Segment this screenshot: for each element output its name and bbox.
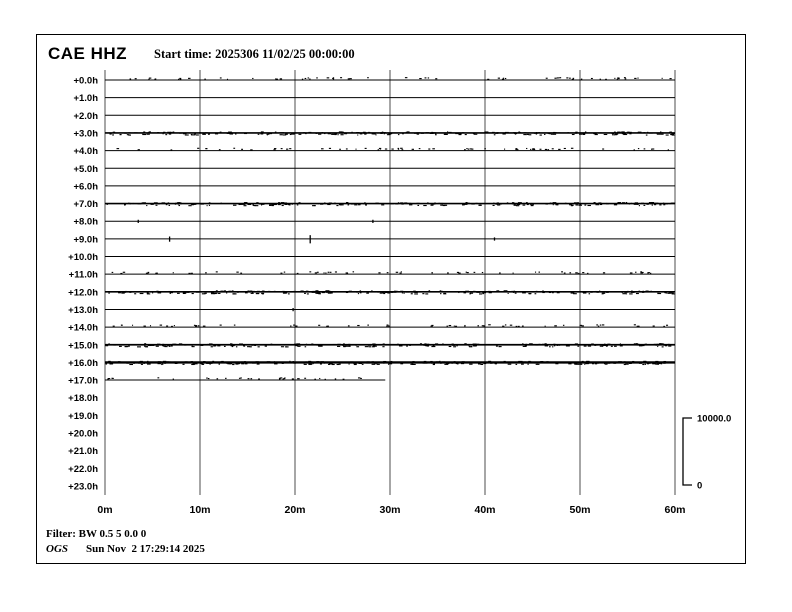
x-tick-label: 50m bbox=[569, 504, 590, 516]
row-label: +13.0h bbox=[68, 305, 98, 316]
row-label: +0.0h bbox=[73, 76, 98, 87]
amplitude-scale-bracket bbox=[682, 417, 692, 486]
station-title: CAE HHZ bbox=[48, 44, 128, 63]
trace-row bbox=[105, 131, 675, 136]
timestamp-label: Sun Nov 2 17:29:14 2025 bbox=[86, 543, 205, 555]
row-label: +23.0h bbox=[68, 481, 98, 492]
row-label: +12.0h bbox=[68, 287, 98, 298]
row-label: +5.0h bbox=[73, 164, 98, 175]
x-tick-label: 20m bbox=[284, 504, 305, 516]
row-label: +11.0h bbox=[69, 270, 99, 281]
row-label: +16.0h bbox=[68, 358, 98, 369]
trace-row bbox=[105, 235, 675, 244]
credit-line: OGS Sun Nov 2 17:29:14 2025 bbox=[46, 543, 205, 555]
trace-row bbox=[105, 324, 675, 328]
x-tick-label: 0m bbox=[97, 504, 112, 516]
row-label: +22.0h bbox=[68, 464, 98, 475]
row-label: +14.0h bbox=[68, 323, 98, 334]
x-tick-label: 30m bbox=[379, 504, 400, 516]
filter-label: Filter: BW 0.5 5 0.0 0 bbox=[46, 528, 147, 540]
x-tick-label: 10m bbox=[189, 504, 210, 516]
trace-row bbox=[105, 290, 676, 295]
trace-row bbox=[105, 219, 675, 223]
trace-row bbox=[105, 201, 676, 207]
x-tick-label: 40m bbox=[474, 504, 495, 516]
row-label: +1.0h bbox=[73, 93, 98, 104]
row-label: +2.0h bbox=[73, 111, 98, 122]
row-label: +15.0h bbox=[68, 340, 98, 351]
row-label: +18.0h bbox=[68, 393, 98, 404]
x-tick-label: 60m bbox=[664, 504, 685, 516]
trace-row bbox=[105, 377, 386, 381]
trace-row bbox=[105, 343, 675, 348]
row-label: +17.0h bbox=[68, 376, 98, 387]
trace-row bbox=[105, 271, 675, 275]
row-label: +20.0h bbox=[68, 429, 98, 440]
row-label: +10.0h bbox=[68, 252, 98, 263]
row-label: +19.0h bbox=[68, 411, 98, 422]
trace-row bbox=[105, 308, 675, 312]
trace-row bbox=[105, 77, 675, 81]
trace-row bbox=[105, 360, 675, 366]
row-label: +4.0h bbox=[73, 146, 98, 157]
row-label: +3.0h bbox=[73, 128, 98, 139]
start-time-label: Start time: 2025306 11/02/25 00:00:00 bbox=[154, 47, 355, 61]
agency-label: OGS bbox=[46, 543, 69, 555]
row-label: +8.0h bbox=[73, 217, 98, 228]
row-label: +6.0h bbox=[73, 181, 98, 192]
plot-frame bbox=[36, 34, 746, 564]
scale-min-label: 0 bbox=[697, 481, 702, 492]
trace-row bbox=[105, 147, 675, 152]
scale-max-label: 10000.0 bbox=[697, 414, 731, 425]
row-label: +21.0h bbox=[68, 446, 98, 457]
row-label: +7.0h bbox=[73, 199, 98, 210]
row-label: +9.0h bbox=[73, 234, 98, 245]
